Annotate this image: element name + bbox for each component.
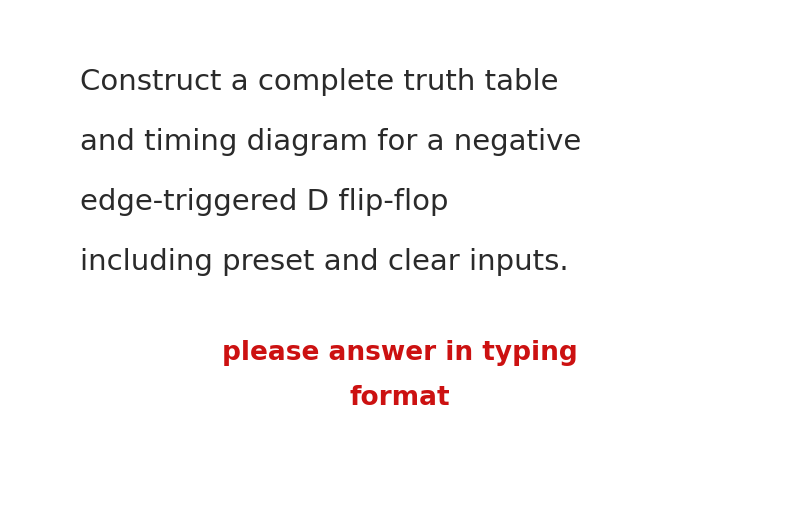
- Text: format: format: [350, 385, 450, 411]
- Text: and timing diagram for a negative: and timing diagram for a negative: [80, 128, 582, 156]
- Text: please answer in typing: please answer in typing: [222, 340, 578, 366]
- Text: edge-triggered D flip-flop: edge-triggered D flip-flop: [80, 188, 449, 216]
- Text: Construct a complete truth table: Construct a complete truth table: [80, 68, 558, 96]
- Text: including preset and clear inputs.: including preset and clear inputs.: [80, 248, 569, 276]
